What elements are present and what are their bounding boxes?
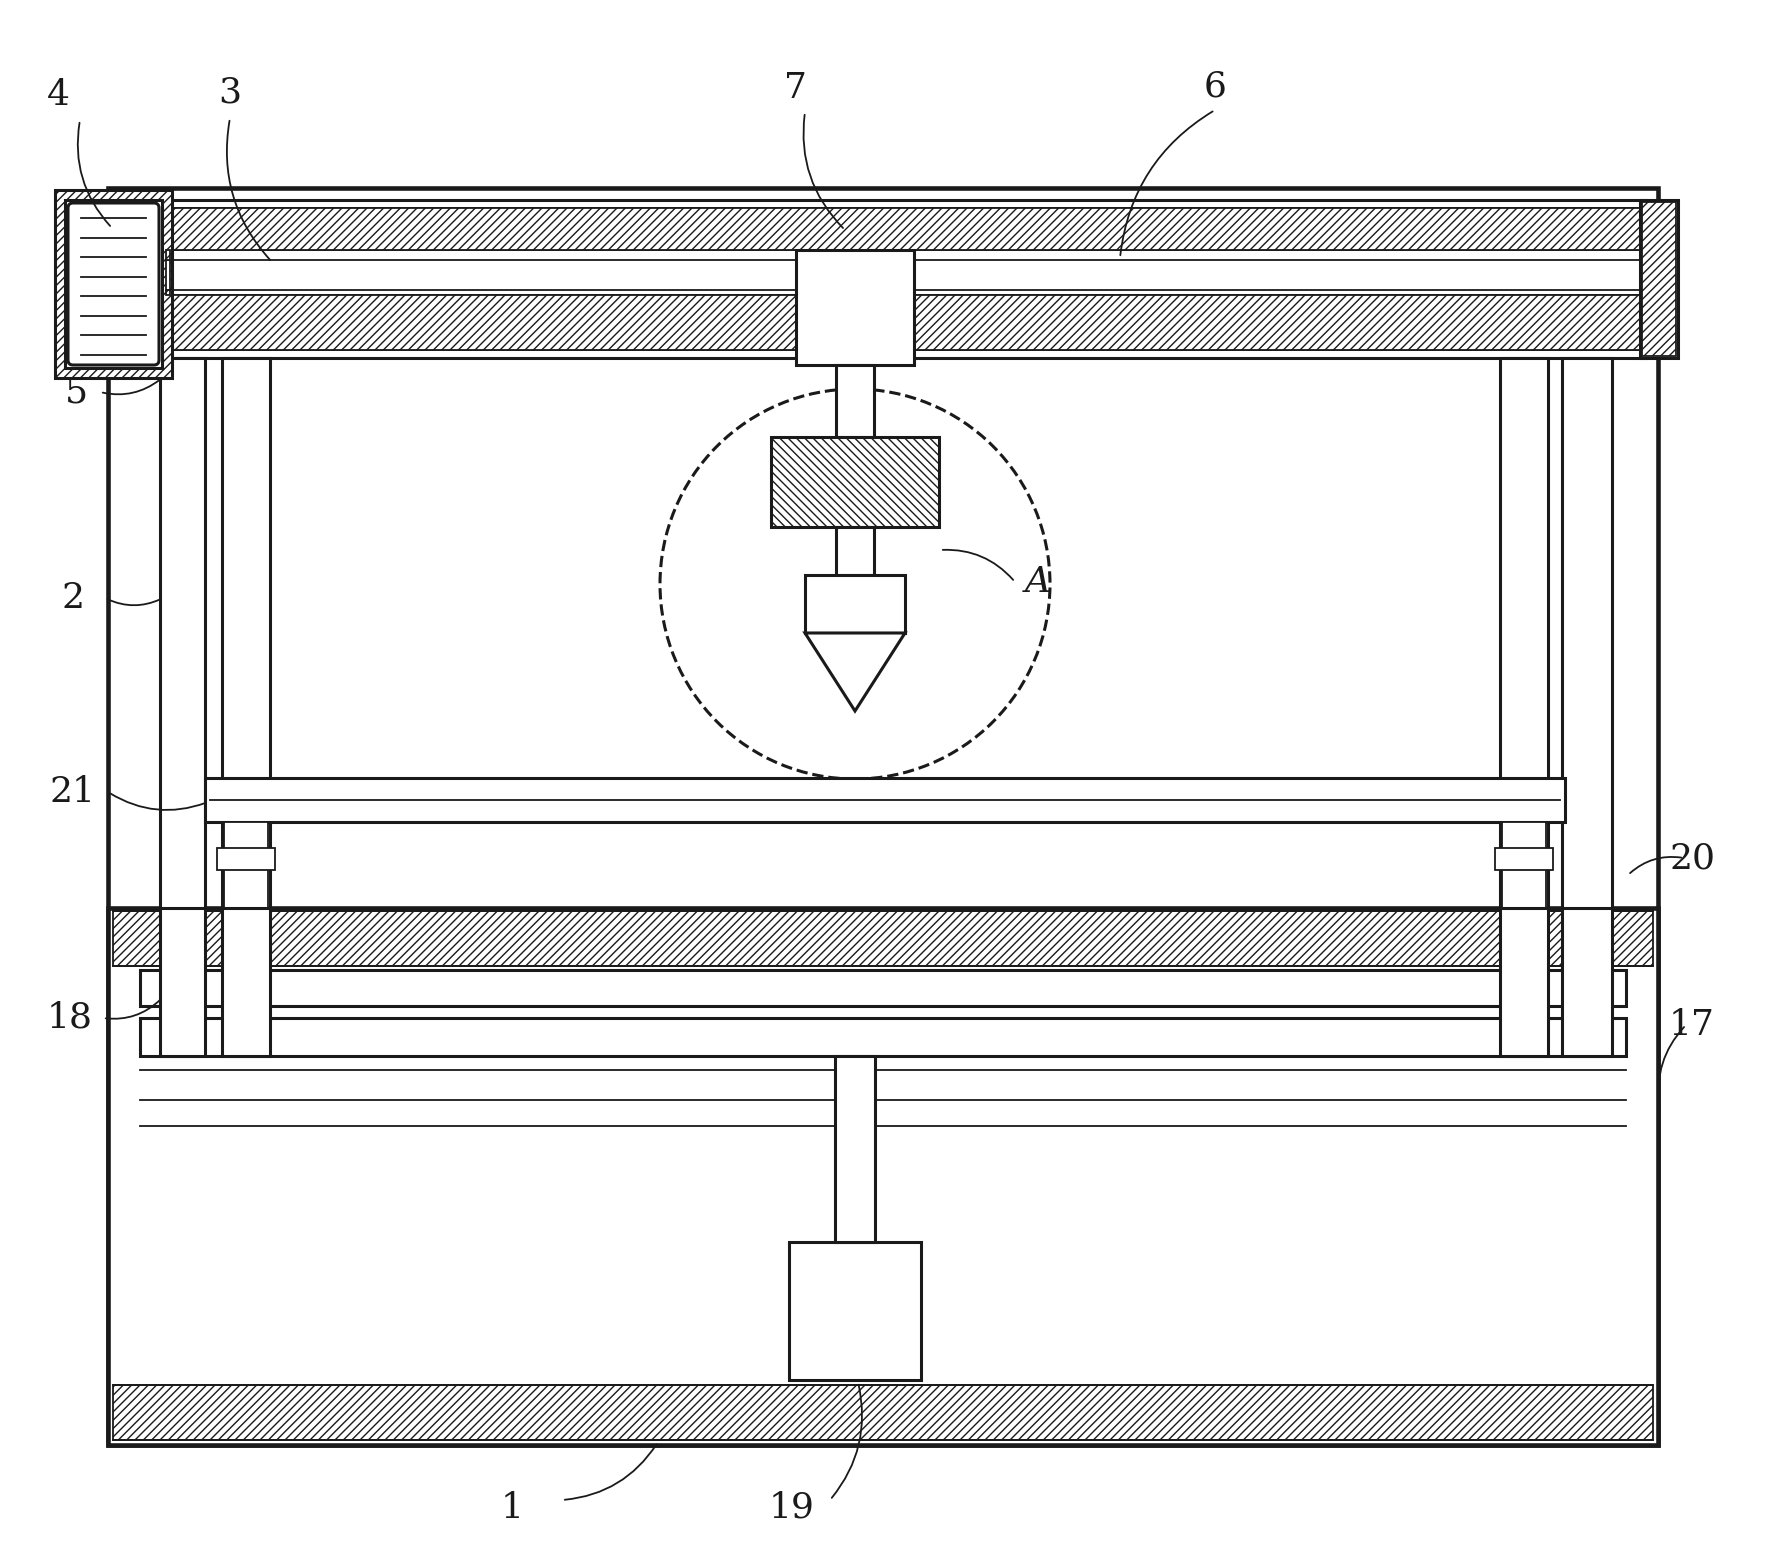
Bar	[1499, 908, 1549, 1056]
Bar	[1643, 201, 1676, 356]
Bar	[1503, 823, 1545, 909]
Bar	[165, 294, 1641, 350]
Bar	[1499, 358, 1549, 909]
Bar	[166, 290, 170, 294]
Polygon shape	[805, 634, 904, 711]
Bar	[1561, 908, 1612, 1056]
Bar	[159, 200, 1644, 358]
Bar	[772, 437, 940, 527]
Bar	[835, 366, 874, 437]
Text: 19: 19	[768, 1492, 814, 1526]
Bar	[225, 823, 267, 909]
Bar	[835, 527, 874, 575]
FancyBboxPatch shape	[67, 203, 159, 366]
Bar	[1496, 847, 1552, 871]
Bar	[140, 970, 1627, 1005]
Text: 7: 7	[784, 71, 807, 105]
Bar	[805, 575, 904, 634]
Bar	[55, 191, 172, 378]
Bar	[113, 1385, 1653, 1441]
Text: 6: 6	[1204, 70, 1227, 102]
Bar	[159, 908, 205, 1056]
Text: 1: 1	[501, 1492, 524, 1526]
Text: 2: 2	[62, 581, 85, 615]
Bar	[113, 911, 1653, 967]
Bar	[166, 260, 170, 290]
Bar	[205, 778, 1565, 823]
Bar	[108, 908, 1658, 1445]
Bar	[108, 187, 1658, 1445]
Text: 4: 4	[46, 77, 69, 112]
Bar	[140, 1018, 1627, 1056]
Bar	[835, 1056, 874, 1242]
Bar	[1561, 358, 1612, 909]
Bar	[221, 908, 271, 1056]
Bar	[166, 249, 170, 260]
Text: 20: 20	[1669, 841, 1715, 875]
Bar	[218, 847, 274, 871]
Text: 18: 18	[48, 1001, 94, 1035]
Bar	[221, 358, 271, 909]
Bar	[65, 200, 163, 369]
Bar	[796, 249, 913, 366]
Bar	[1641, 200, 1678, 358]
Text: 3: 3	[218, 74, 241, 108]
Bar	[159, 358, 205, 909]
Text: 5: 5	[64, 375, 87, 409]
Text: A: A	[1025, 565, 1051, 599]
Text: 21: 21	[50, 774, 96, 809]
Bar	[165, 208, 1641, 249]
Text: 17: 17	[1669, 1008, 1715, 1042]
Bar	[789, 1242, 920, 1380]
